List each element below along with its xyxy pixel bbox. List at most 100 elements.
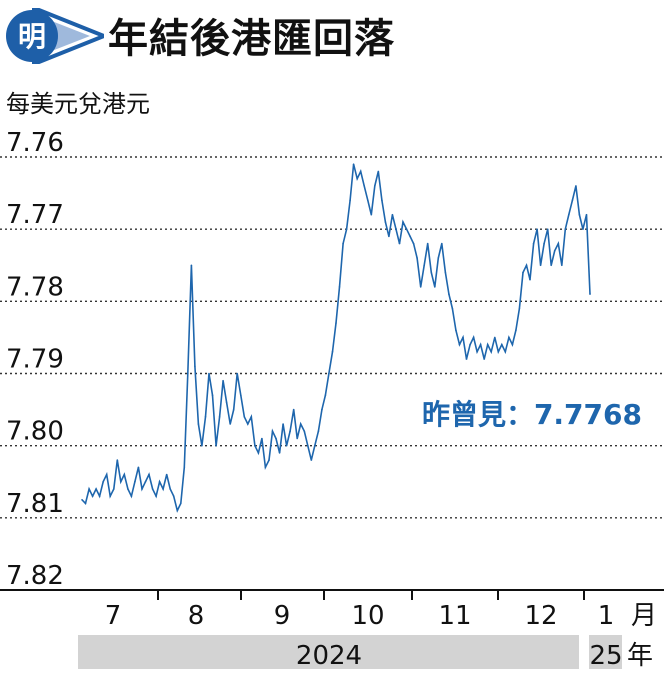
data-point: [494, 336, 496, 339]
fx-rate-series: [81, 163, 591, 513]
series-line: [81, 164, 591, 513]
x-axis-ticks: 7 8 9 10 11 12 1 月: [105, 590, 657, 631]
data-point: [254, 444, 256, 447]
data-point: [469, 343, 471, 346]
data-point: [197, 423, 200, 425]
y-axis-ticks: 7.76 7.77 7.78 7.79 7.80 7.81 7.82: [6, 128, 64, 591]
data-point: [236, 372, 238, 375]
data-point: [130, 495, 133, 498]
data-point: [518, 307, 521, 310]
data-point: [568, 213, 570, 216]
data-point: [448, 293, 450, 295]
x-tick-label: 7: [105, 601, 122, 631]
data-point: [437, 257, 440, 259]
data-point: [162, 488, 164, 490]
data-point: [335, 322, 337, 324]
data-point: [321, 408, 323, 411]
data-point: [250, 416, 253, 418]
chart-header: 明 年結後港匯回落: [0, 0, 664, 70]
data-point: [515, 329, 517, 332]
data-point: [275, 437, 277, 440]
data-point: [98, 495, 101, 498]
data-point: [472, 336, 475, 339]
data-point: [575, 185, 577, 187]
data-point: [215, 444, 217, 447]
data-point: [529, 278, 531, 281]
data-point: [299, 423, 302, 425]
data-point: [158, 480, 161, 483]
y-tick-label: 7.76: [6, 128, 64, 158]
data-point: [285, 444, 288, 447]
data-point: [278, 452, 281, 454]
data-point: [539, 264, 542, 267]
data-point: [88, 488, 90, 490]
data-point: [204, 416, 207, 418]
data-point: [331, 351, 334, 353]
data-point: [391, 213, 394, 216]
data-point: [455, 329, 457, 332]
data-point: [589, 293, 591, 295]
data-point: [211, 394, 214, 397]
data-point: [497, 351, 500, 353]
data-point: [95, 488, 97, 490]
unit-label: 每美元兌港元: [6, 90, 150, 118]
data-point: [292, 408, 295, 411]
data-point: [102, 480, 104, 483]
y-tick-label: 7.78: [6, 272, 64, 302]
data-point: [486, 343, 489, 346]
data-point: [571, 199, 574, 202]
data-point: [261, 437, 263, 440]
data-point: [123, 473, 126, 476]
data-point: [504, 351, 507, 353]
data-point: [430, 271, 433, 274]
ming-pao-logo-icon: 明: [6, 8, 104, 64]
data-point: [172, 495, 175, 498]
data-point: [405, 228, 408, 230]
data-point: [585, 213, 588, 216]
x-tick-label: 11: [438, 601, 471, 631]
data-point: [225, 401, 228, 404]
data-point: [543, 242, 545, 245]
data-point: [194, 365, 196, 368]
data-point: [444, 271, 447, 274]
data-point: [546, 228, 549, 230]
data-point: [187, 372, 189, 375]
x-tick-label: 1: [598, 601, 615, 631]
year-band-2024: [78, 635, 579, 669]
data-point: [525, 264, 528, 267]
data-point: [342, 242, 344, 245]
data-point: [317, 430, 320, 433]
data-point: [384, 221, 387, 223]
data-point: [289, 430, 291, 433]
data-point: [377, 170, 380, 173]
data-point: [458, 343, 461, 346]
data-point: [296, 437, 299, 440]
data-point: [257, 452, 260, 454]
data-point: [116, 459, 119, 461]
data-point: [508, 336, 510, 339]
data-point: [208, 372, 210, 375]
data-point: [532, 242, 535, 245]
data-point: [314, 444, 316, 447]
y-tick-label: 7.79: [6, 345, 64, 375]
data-point: [247, 423, 249, 425]
data-point: [465, 358, 468, 360]
year-band-2025: [589, 635, 622, 669]
data-point: [229, 423, 231, 425]
data-point: [155, 495, 157, 498]
y-tick-label: 7.80: [6, 417, 64, 447]
data-point: [190, 264, 193, 267]
logo-text: 明: [18, 20, 46, 53]
data-point: [451, 307, 454, 310]
data-point: [310, 459, 313, 461]
year-label-2025: 25: [589, 641, 622, 671]
data-point: [307, 444, 309, 447]
data-point: [134, 480, 136, 483]
data-point: [165, 473, 168, 476]
data-point: [557, 242, 560, 245]
x-tick-label: 月: [631, 601, 657, 631]
data-point: [419, 286, 422, 288]
x-tick-label: 10: [351, 601, 384, 631]
data-point: [352, 163, 355, 165]
data-point: [402, 221, 404, 223]
